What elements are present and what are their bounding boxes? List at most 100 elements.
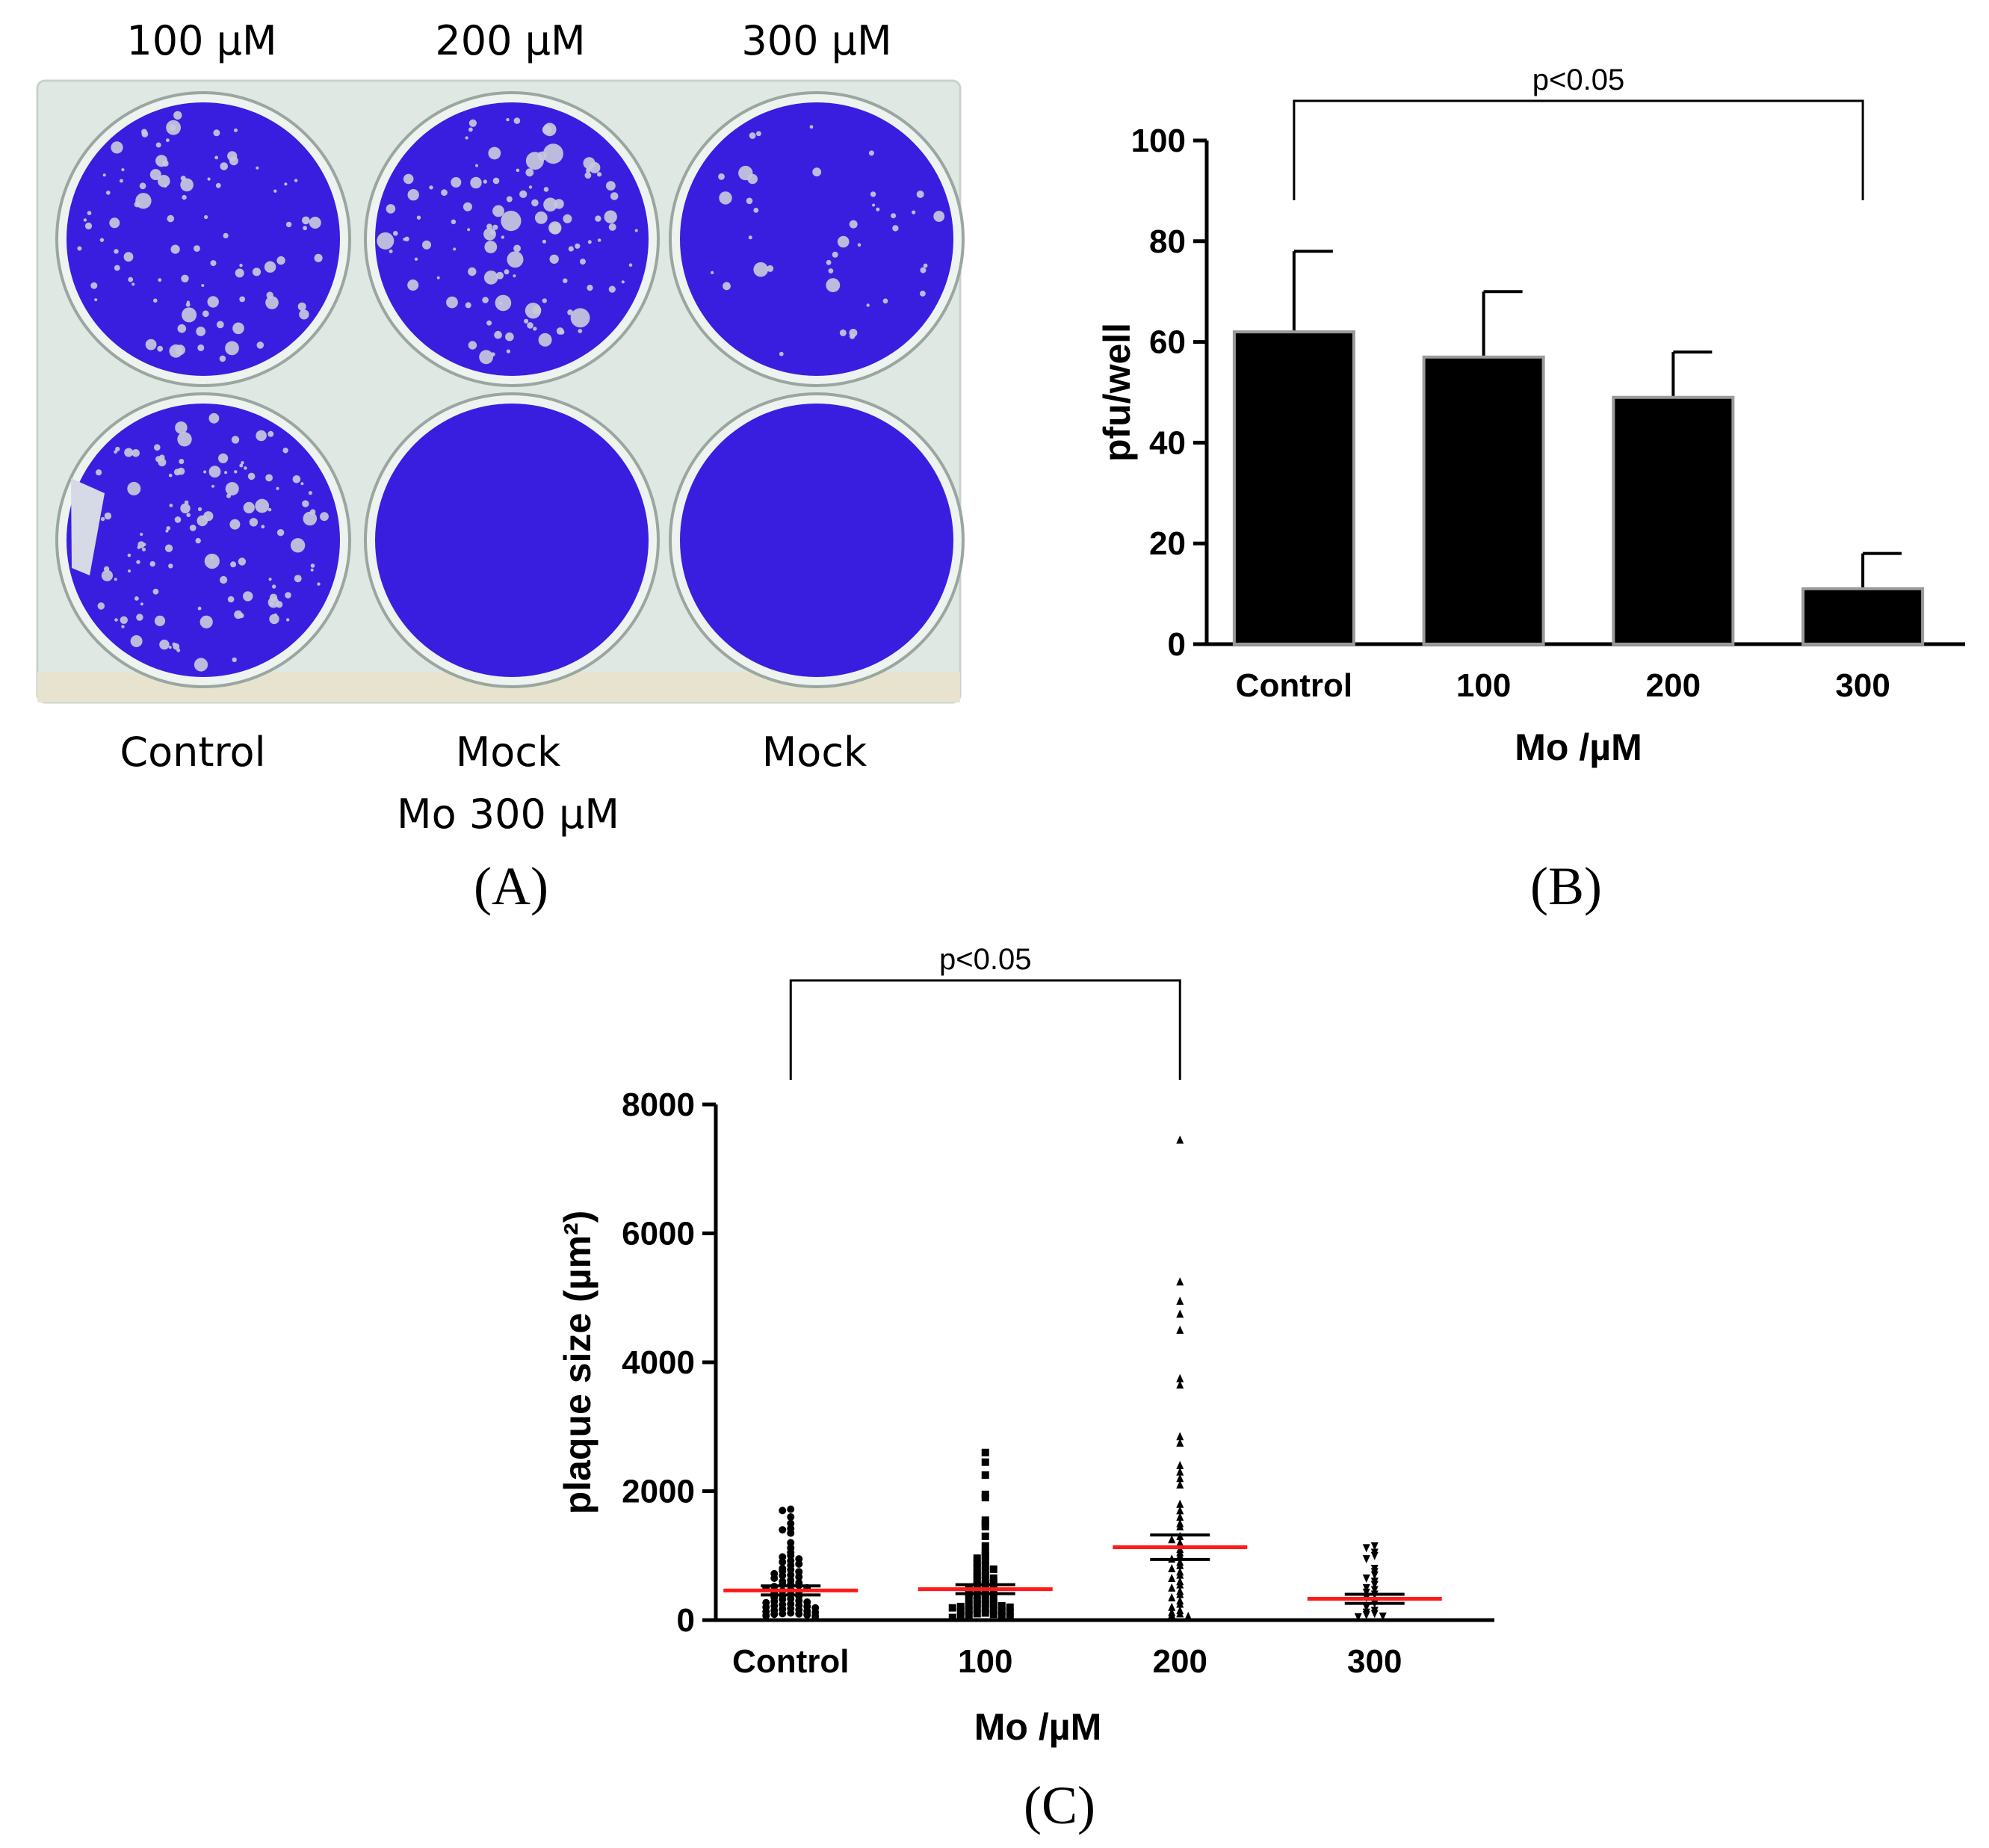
c-point <box>1168 1535 1176 1544</box>
plaque <box>132 449 140 457</box>
plaque <box>106 191 111 195</box>
c-point <box>973 1563 981 1572</box>
plaque <box>159 639 170 650</box>
c-point <box>1168 1602 1176 1611</box>
plaque <box>216 321 224 329</box>
c-point <box>981 1448 989 1456</box>
c-point <box>981 1522 989 1530</box>
plaque <box>186 513 191 517</box>
panel-letter-a: (A) <box>474 856 548 916</box>
plaque <box>173 111 182 120</box>
c-ytick-label: 4000 <box>622 1344 695 1381</box>
plaque <box>203 470 207 474</box>
c-point <box>981 1576 989 1584</box>
plaque <box>210 260 217 267</box>
plaque <box>746 197 753 205</box>
c-point <box>989 1578 997 1586</box>
plaque <box>621 280 625 284</box>
plaque <box>239 263 243 268</box>
plaque <box>812 167 822 177</box>
plaque <box>468 341 477 350</box>
plaque <box>225 482 239 496</box>
plaque <box>114 265 120 271</box>
c-point <box>981 1567 989 1575</box>
plaque <box>513 117 521 124</box>
c-point <box>973 1577 981 1586</box>
plaque <box>141 129 147 135</box>
c-point <box>973 1600 981 1608</box>
b-xtick-label: Control <box>1236 667 1352 704</box>
plaque <box>868 150 874 156</box>
plaque <box>97 602 105 610</box>
c-point <box>989 1574 997 1582</box>
plaque <box>465 302 471 309</box>
plaque <box>229 519 241 530</box>
plaque <box>87 211 92 215</box>
plaque <box>168 473 173 478</box>
c-point <box>795 1555 803 1563</box>
c-point <box>1168 1564 1176 1572</box>
plaque <box>231 436 240 444</box>
plaque <box>247 472 256 480</box>
plaque <box>527 322 533 329</box>
plaque <box>920 267 927 274</box>
plaque <box>202 310 209 318</box>
plaque <box>140 532 143 537</box>
c-point <box>1168 1583 1176 1592</box>
c-point <box>981 1471 989 1479</box>
c-point <box>981 1595 989 1604</box>
plaque <box>606 181 616 191</box>
c-point <box>1006 1613 1014 1621</box>
plaque <box>610 192 619 200</box>
plaque <box>196 327 206 336</box>
plaque <box>272 584 276 589</box>
plaque <box>568 246 574 252</box>
plaque <box>516 168 520 173</box>
plaque <box>489 229 495 235</box>
c-point <box>965 1611 973 1619</box>
c-point <box>1176 1560 1184 1569</box>
c-point <box>973 1560 981 1568</box>
plaque <box>173 469 181 476</box>
plaque <box>137 546 140 549</box>
b-ytick-label: 60 <box>1149 324 1186 361</box>
plaque <box>595 215 601 222</box>
c-point <box>1176 1474 1184 1483</box>
c-point <box>787 1539 795 1547</box>
c-point <box>981 1494 989 1502</box>
plaque <box>749 132 756 139</box>
plaque <box>225 341 239 356</box>
plaque <box>468 119 477 127</box>
plaque <box>215 182 221 188</box>
plaque <box>186 300 190 304</box>
c-point <box>997 1602 1006 1610</box>
plaque <box>101 569 113 581</box>
plaque <box>154 444 161 451</box>
c-point <box>965 1594 973 1602</box>
plaque <box>256 166 259 170</box>
plaque <box>451 177 462 188</box>
b-ytick-label: 100 <box>1131 123 1186 159</box>
c-point <box>1176 1438 1184 1447</box>
c-significance-bracket <box>789 979 1181 1080</box>
plaque <box>407 279 419 291</box>
plaque <box>506 117 510 122</box>
plaque <box>441 189 448 197</box>
plaque <box>109 217 120 229</box>
plaque <box>270 602 274 606</box>
plaque <box>475 164 478 167</box>
plaque <box>223 232 229 238</box>
plaque <box>828 268 834 274</box>
plaque <box>179 459 185 464</box>
plaque <box>285 592 291 599</box>
c-point <box>981 1551 989 1560</box>
c-point <box>981 1609 989 1617</box>
plaque <box>837 235 850 248</box>
plaque <box>111 141 123 154</box>
chart-c-plot: 0 2000 4000 6000 8000 Control 100 200 300 Mo /µM p… <box>557 943 1494 1748</box>
plaque <box>587 240 592 244</box>
col-label-200: 200 µM <box>435 17 585 64</box>
plaque <box>849 329 858 337</box>
b-significance-bracket <box>1293 99 1864 200</box>
